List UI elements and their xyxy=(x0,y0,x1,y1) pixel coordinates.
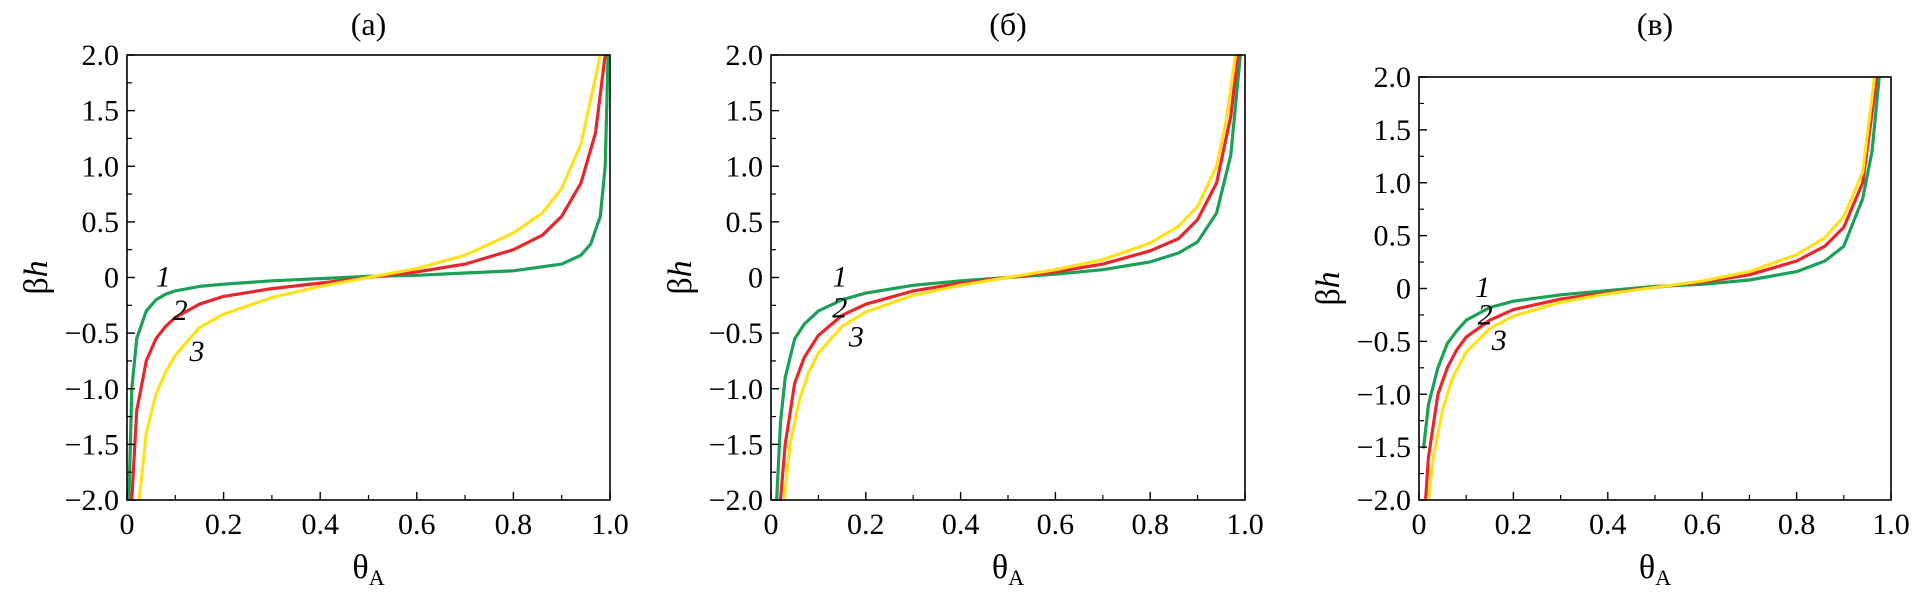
y-axis-label: βh xyxy=(18,260,55,294)
curve-label-1: 1 xyxy=(156,260,171,293)
x-tick-label: 0.6 xyxy=(1037,508,1075,541)
curve-label-1: 1 xyxy=(832,260,847,293)
curve-label-2: 2 xyxy=(1478,298,1493,331)
curve-label-3: 3 xyxy=(1491,324,1507,357)
y-tick-label: 2.0 xyxy=(82,39,120,72)
series-line-3 xyxy=(782,55,1238,500)
y-tick-label: −2.0 xyxy=(1357,484,1411,517)
x-tick-label: 0 xyxy=(120,508,135,541)
y-tick-label: 0.5 xyxy=(726,206,764,239)
y-axis-label: βh xyxy=(1310,271,1347,305)
y-tick-label: 0 xyxy=(1396,273,1411,306)
y-tick-label: 1.0 xyxy=(726,150,764,183)
curve-label-3: 3 xyxy=(189,335,205,368)
series-line-1 xyxy=(1422,77,1881,449)
x-tick-label: 0.6 xyxy=(1683,508,1721,541)
panel-title: (в) xyxy=(1637,6,1673,42)
series-line-2 xyxy=(1423,77,1879,500)
y-tick-label: −1.5 xyxy=(1357,431,1411,464)
y-tick-label: −1.0 xyxy=(65,373,119,406)
series-line-2 xyxy=(130,55,607,500)
y-tick-label: −2.0 xyxy=(709,484,763,517)
x-tick-label: 0 xyxy=(764,508,779,541)
x-tick-label: 0.4 xyxy=(1589,508,1627,541)
y-tick-label: 1.5 xyxy=(726,95,764,128)
series-line-3 xyxy=(1426,77,1877,500)
y-axis-label: βh xyxy=(662,260,699,294)
y-tick-label: 2.0 xyxy=(1374,61,1412,94)
y-tick-label: −1.5 xyxy=(65,428,119,461)
x-axis-label: θA xyxy=(352,549,384,590)
y-tick-label: −0.5 xyxy=(65,317,119,350)
x-tick-label: 0.4 xyxy=(942,508,980,541)
x-tick-label: 0.8 xyxy=(1131,508,1169,541)
panel-title: (а) xyxy=(351,6,387,42)
x-tick-label: 0.8 xyxy=(495,508,533,541)
y-tick-label: 0 xyxy=(748,262,763,295)
x-tick-label: 1.0 xyxy=(591,508,629,541)
y-tick-label: −0.5 xyxy=(1357,325,1411,358)
x-tick-label: 1.0 xyxy=(1872,508,1910,541)
x-tick-label: 0 xyxy=(1412,508,1427,541)
x-axis-label: θA xyxy=(1639,549,1671,590)
y-tick-label: −0.5 xyxy=(709,317,763,350)
x-tick-label: 0.6 xyxy=(398,508,436,541)
x-tick-label: 1.0 xyxy=(1226,508,1264,541)
y-tick-label: 0.5 xyxy=(82,206,120,239)
chart-panel-3: (в) 0 0.2 0.4 0.6 0.8 1.0 2.0 1.5 1.0 0.5 0 −0.5 −1.0… xyxy=(1310,6,1910,590)
y-tick-label: 1.0 xyxy=(82,150,120,183)
series-line-3 xyxy=(137,55,602,500)
y-tick-label: 0.5 xyxy=(1374,220,1412,253)
x-tick-label: 0.2 xyxy=(1495,508,1533,541)
curve-label-2: 2 xyxy=(173,294,188,327)
y-tick-label: −1.5 xyxy=(709,428,763,461)
x-tick-label: 0.2 xyxy=(205,508,243,541)
y-tick-label: −2.0 xyxy=(65,484,119,517)
x-tick-label: 0.2 xyxy=(847,508,885,541)
curve-label-2: 2 xyxy=(832,292,847,325)
curve-label-1: 1 xyxy=(1475,271,1490,304)
chart-panel-1: (а) 0 0.2 0.4 0.6 0.8 1.0 2.0 1.5 1.0 0.5 0 −0.5 −1.0… xyxy=(18,6,629,590)
y-tick-label: −1.0 xyxy=(709,373,763,406)
y-tick-label: 2.0 xyxy=(726,39,764,72)
curve-label-3: 3 xyxy=(848,320,864,353)
y-tick-label: 1.0 xyxy=(1374,167,1412,200)
series-line-1 xyxy=(775,55,1242,500)
y-tick-label: 1.5 xyxy=(82,95,120,128)
y-tick-label: 0 xyxy=(104,262,119,295)
y-tick-label: 1.5 xyxy=(1374,114,1412,147)
series-line-1 xyxy=(127,55,610,500)
x-axis-label: θA xyxy=(992,549,1024,590)
chart-panel-2: (б) 0 0.2 0.4 0.6 0.8 1.0 2.0 1.5 1.0 0.5 0 −0.5 −1.0… xyxy=(662,6,1264,590)
x-tick-label: 0.8 xyxy=(1778,508,1816,541)
panel-title: (б) xyxy=(989,6,1027,42)
x-tick-label: 0.4 xyxy=(301,508,339,541)
y-tick-label: −1.0 xyxy=(1357,378,1411,411)
